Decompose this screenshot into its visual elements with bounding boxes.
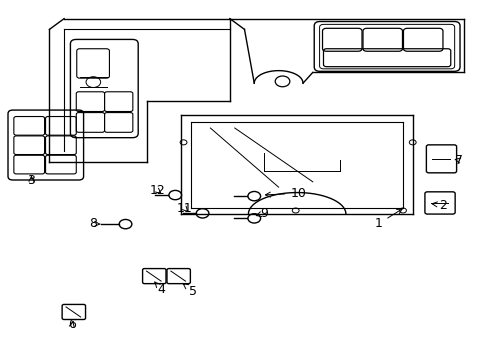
Text: 2: 2 (431, 199, 447, 212)
Text: 11: 11 (177, 202, 192, 215)
Text: 9: 9 (256, 207, 267, 220)
Text: 3: 3 (27, 174, 35, 186)
Text: 5: 5 (183, 284, 197, 298)
Text: 1: 1 (374, 209, 401, 230)
Text: 8: 8 (89, 217, 100, 230)
Text: 10: 10 (265, 187, 305, 200)
Text: 6: 6 (68, 318, 76, 331)
Text: 12: 12 (149, 184, 165, 197)
Text: 4: 4 (155, 282, 165, 296)
Text: 7: 7 (454, 154, 462, 167)
